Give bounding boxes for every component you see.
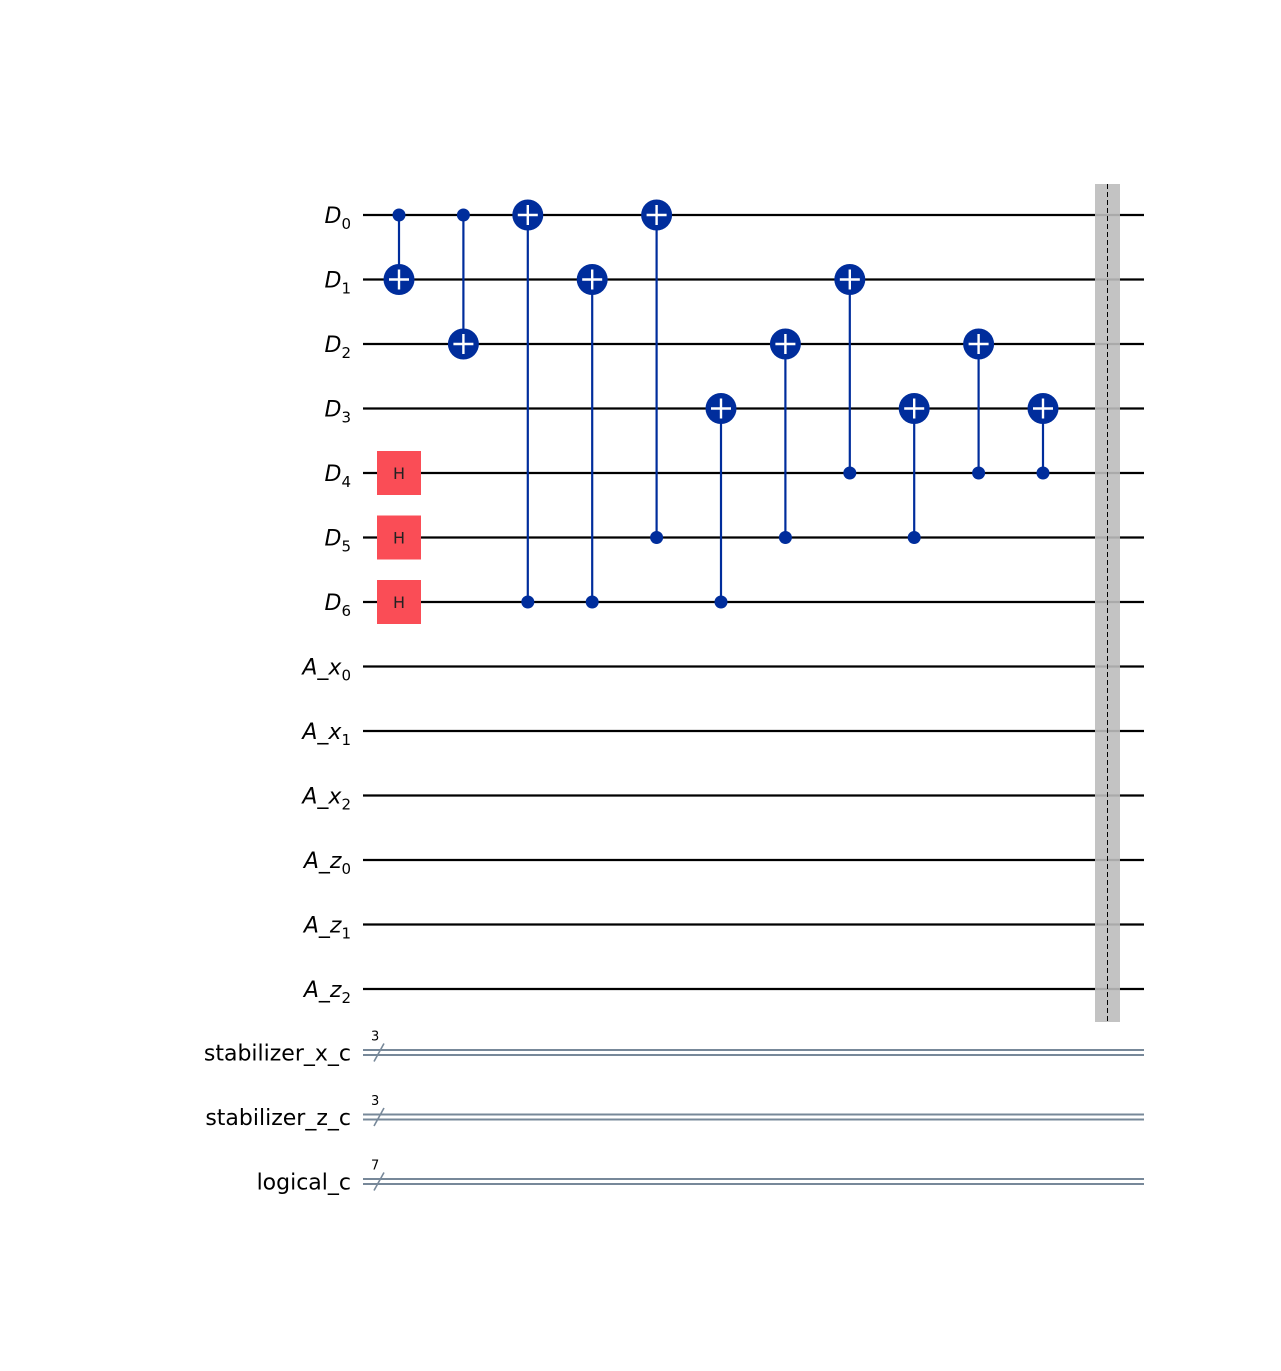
cnot-gate (1027, 393, 1059, 480)
cnot-gate (705, 393, 737, 609)
qubit-label-base: A_x (300, 720, 342, 745)
classical-register-label: stabilizer_x_c (204, 1042, 351, 1067)
qubit-label-subscript: 0 (341, 215, 351, 233)
qubit-label: D4 (325, 462, 352, 491)
cnot-gate (383, 208, 415, 295)
qubit-label-base: D (325, 269, 342, 294)
qubit-label-subscript: 6 (341, 602, 351, 620)
h-gate (377, 515, 421, 560)
bus-slash (373, 1043, 385, 1062)
cnot-gate (963, 328, 995, 480)
bus-size-label: 3 (371, 1094, 379, 1109)
qubit-label-subscript: 3 (341, 409, 351, 427)
qubit-label-subscript: 2 (341, 344, 351, 362)
cnot-gate (834, 264, 866, 480)
qubit-label-subscript: 1 (341, 280, 351, 298)
barrier-layer (1095, 184, 1120, 1022)
bus-size-label: 7 (371, 1159, 379, 1174)
qubit-label-base: A_z (302, 849, 342, 874)
cnot-control-dot (650, 531, 664, 544)
cnot-gate (898, 393, 930, 544)
cnot-control-dot (907, 531, 921, 544)
cnot-gate (576, 264, 608, 609)
bus-size-label: 3 (371, 1030, 379, 1045)
qubit-label: D5 (325, 527, 352, 556)
qubit-label-base: D (325, 527, 342, 552)
cnot-control-dot (972, 466, 986, 480)
qubit-label-base: D (325, 204, 342, 229)
qubit-label-subscript: 1 (341, 731, 351, 749)
h-gate (377, 580, 421, 624)
h-gate-label: H (393, 529, 405, 548)
qubit-label-subscript: 1 (341, 925, 351, 943)
qubit-label: A_z1 (302, 914, 351, 943)
qubit-label: D2 (325, 333, 352, 362)
classical-register-label: stabilizer_z_c (205, 1106, 351, 1131)
qubit-label-base: D (325, 333, 342, 358)
qubit-label-base: A_x (300, 785, 342, 810)
qubit-label: A_z2 (302, 978, 351, 1007)
qubit-label-base: A_z (302, 978, 342, 1003)
cnot-control-dot (778, 531, 792, 544)
qubit-label-base: D (325, 398, 342, 423)
cnot-control-dot (456, 208, 470, 222)
qubit-label-subscript: 5 (341, 538, 351, 556)
bus-slash (373, 1172, 385, 1191)
cnot-control-dot (1036, 466, 1050, 480)
qubit-label-subscript: 0 (341, 860, 351, 878)
qubit-label-subscript: 0 (341, 667, 351, 685)
cnot-gate (512, 199, 544, 609)
qubit-label-base: D (325, 591, 342, 616)
cnot-control-dot (843, 466, 857, 480)
cnot-gate (447, 208, 479, 360)
qubit-label: A_z0 (302, 849, 351, 878)
qubit-label-base: A_z (302, 914, 342, 939)
qubit-label: A_x0 (300, 656, 351, 685)
qubit-label-subscript: 2 (341, 796, 351, 814)
cnot-control-dot (714, 595, 728, 609)
h-gate-label: H (393, 593, 405, 612)
h-gate (377, 451, 421, 495)
qubit-label: A_x2 (300, 785, 351, 814)
labels-layer: D0D1D2D3D4D5D6A_x0A_x1A_x2A_z0A_z1A_z23s… (204, 204, 379, 1196)
bus-slash (373, 1107, 385, 1127)
gates-layer: H H H (377, 199, 1059, 624)
qubit-label: D0 (325, 204, 352, 233)
cnot-control-dot (521, 595, 535, 609)
qubit-label: D6 (325, 591, 352, 620)
cnot-control-dot (392, 208, 406, 222)
qubit-label: D3 (325, 398, 352, 427)
classical-register-label: logical_c (257, 1171, 351, 1196)
cnot-control-dot (585, 595, 599, 609)
cnot-gate (769, 328, 801, 544)
qubit-label-base: A_x (300, 656, 342, 681)
wires-layer (363, 213, 1144, 1191)
qubit-label-subscript: 4 (341, 473, 351, 491)
cnot-gate (641, 199, 673, 544)
qubit-label: D1 (325, 269, 352, 298)
qubit-label-subscript: 2 (341, 989, 351, 1007)
h-gate-label: H (393, 464, 405, 483)
qubit-label-base: D (325, 462, 342, 487)
qubit-label: A_x1 (300, 720, 351, 749)
